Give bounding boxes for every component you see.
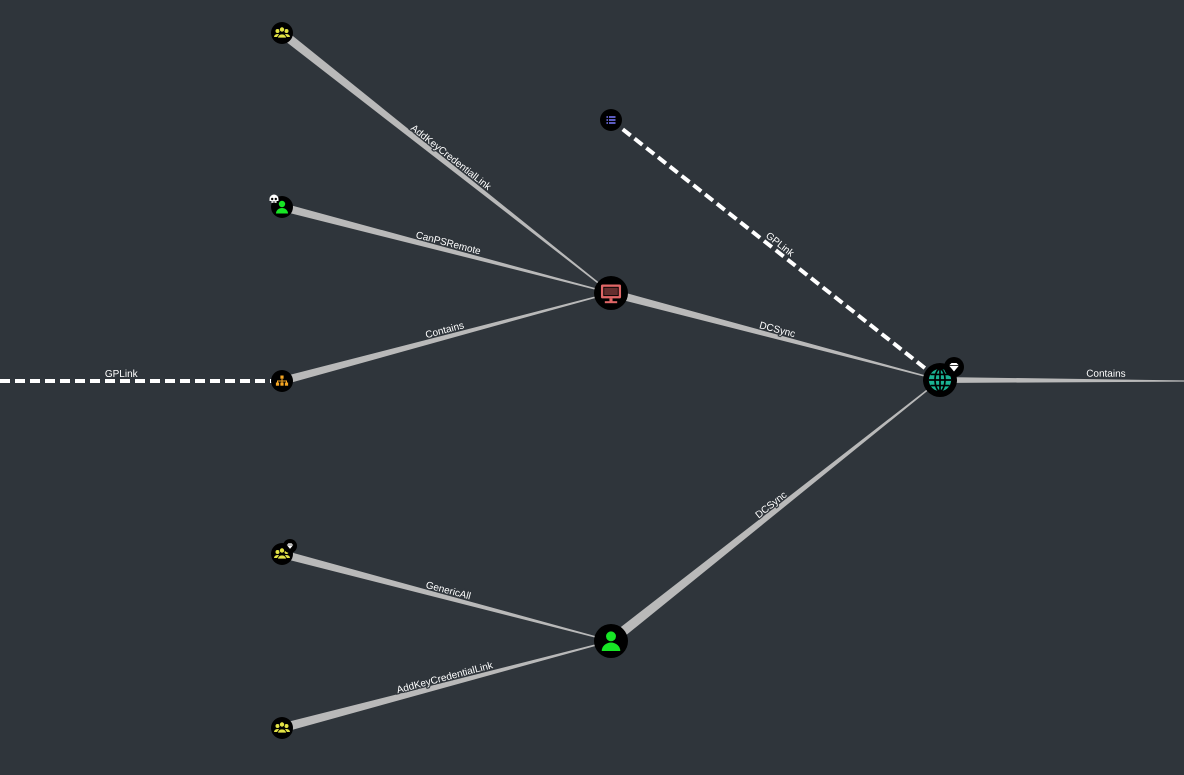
gem-badge-icon xyxy=(944,357,964,377)
node-circle xyxy=(271,22,293,44)
edge-label: GPLink xyxy=(105,369,139,380)
group-node[interactable] xyxy=(271,717,293,739)
edge-line xyxy=(280,203,612,294)
edges-layer: AddKeyCredentialLinkCanPSRemoteContainsG… xyxy=(0,29,1184,733)
edge-label: Contains xyxy=(1086,369,1126,380)
edge-contains[interactable]: Contains xyxy=(280,292,612,385)
edge-label: AddKeyCredentialLink xyxy=(396,660,495,696)
list-icon xyxy=(606,116,616,124)
edge-line xyxy=(279,29,612,294)
edge-addkeycredentiallink[interactable]: AddKeyCredentialLink xyxy=(280,640,612,733)
edge-line xyxy=(607,379,941,645)
gem-badge-icon xyxy=(283,539,297,553)
edge-gplink[interactable]: GPLink xyxy=(0,368,282,383)
monitor-icon xyxy=(600,284,622,304)
group-node[interactable] xyxy=(271,539,297,565)
edge-label: AddKeyCredentialLink xyxy=(408,123,493,194)
edge-dcsync[interactable]: DCSync xyxy=(607,379,941,645)
user-node[interactable] xyxy=(269,194,294,219)
skull-badge-icon xyxy=(269,194,279,203)
edge-addkeycredentiallink[interactable]: AddKeyCredentialLink xyxy=(279,29,612,294)
edge-line xyxy=(939,377,1184,383)
user-icon xyxy=(601,631,621,652)
domain-node[interactable] xyxy=(923,357,964,397)
edge-line xyxy=(609,118,942,382)
sitemap-icon xyxy=(275,375,289,386)
group-node[interactable] xyxy=(271,22,293,44)
group-icon xyxy=(274,26,290,39)
ou-node[interactable] xyxy=(271,370,293,392)
globe-icon xyxy=(928,368,952,392)
group-icon xyxy=(274,721,290,734)
nodes-layer xyxy=(269,22,964,739)
user-icon xyxy=(276,200,288,214)
user-node[interactable] xyxy=(594,624,628,658)
edge-line xyxy=(280,292,612,385)
edge-line xyxy=(280,550,612,642)
gpo-node[interactable] xyxy=(600,109,622,131)
edge-dcsync[interactable]: DCSync xyxy=(609,289,941,381)
edge-genericall[interactable]: GenericAll xyxy=(280,550,612,642)
node-circle xyxy=(271,717,293,739)
computer-node[interactable] xyxy=(594,276,628,310)
edge-line xyxy=(280,640,612,733)
edge-gplink[interactable]: GPLink xyxy=(609,118,942,382)
edge-canpsremote[interactable]: CanPSRemote xyxy=(280,203,612,294)
edge-line xyxy=(609,289,941,381)
edge-contains[interactable]: Contains xyxy=(939,367,1184,383)
